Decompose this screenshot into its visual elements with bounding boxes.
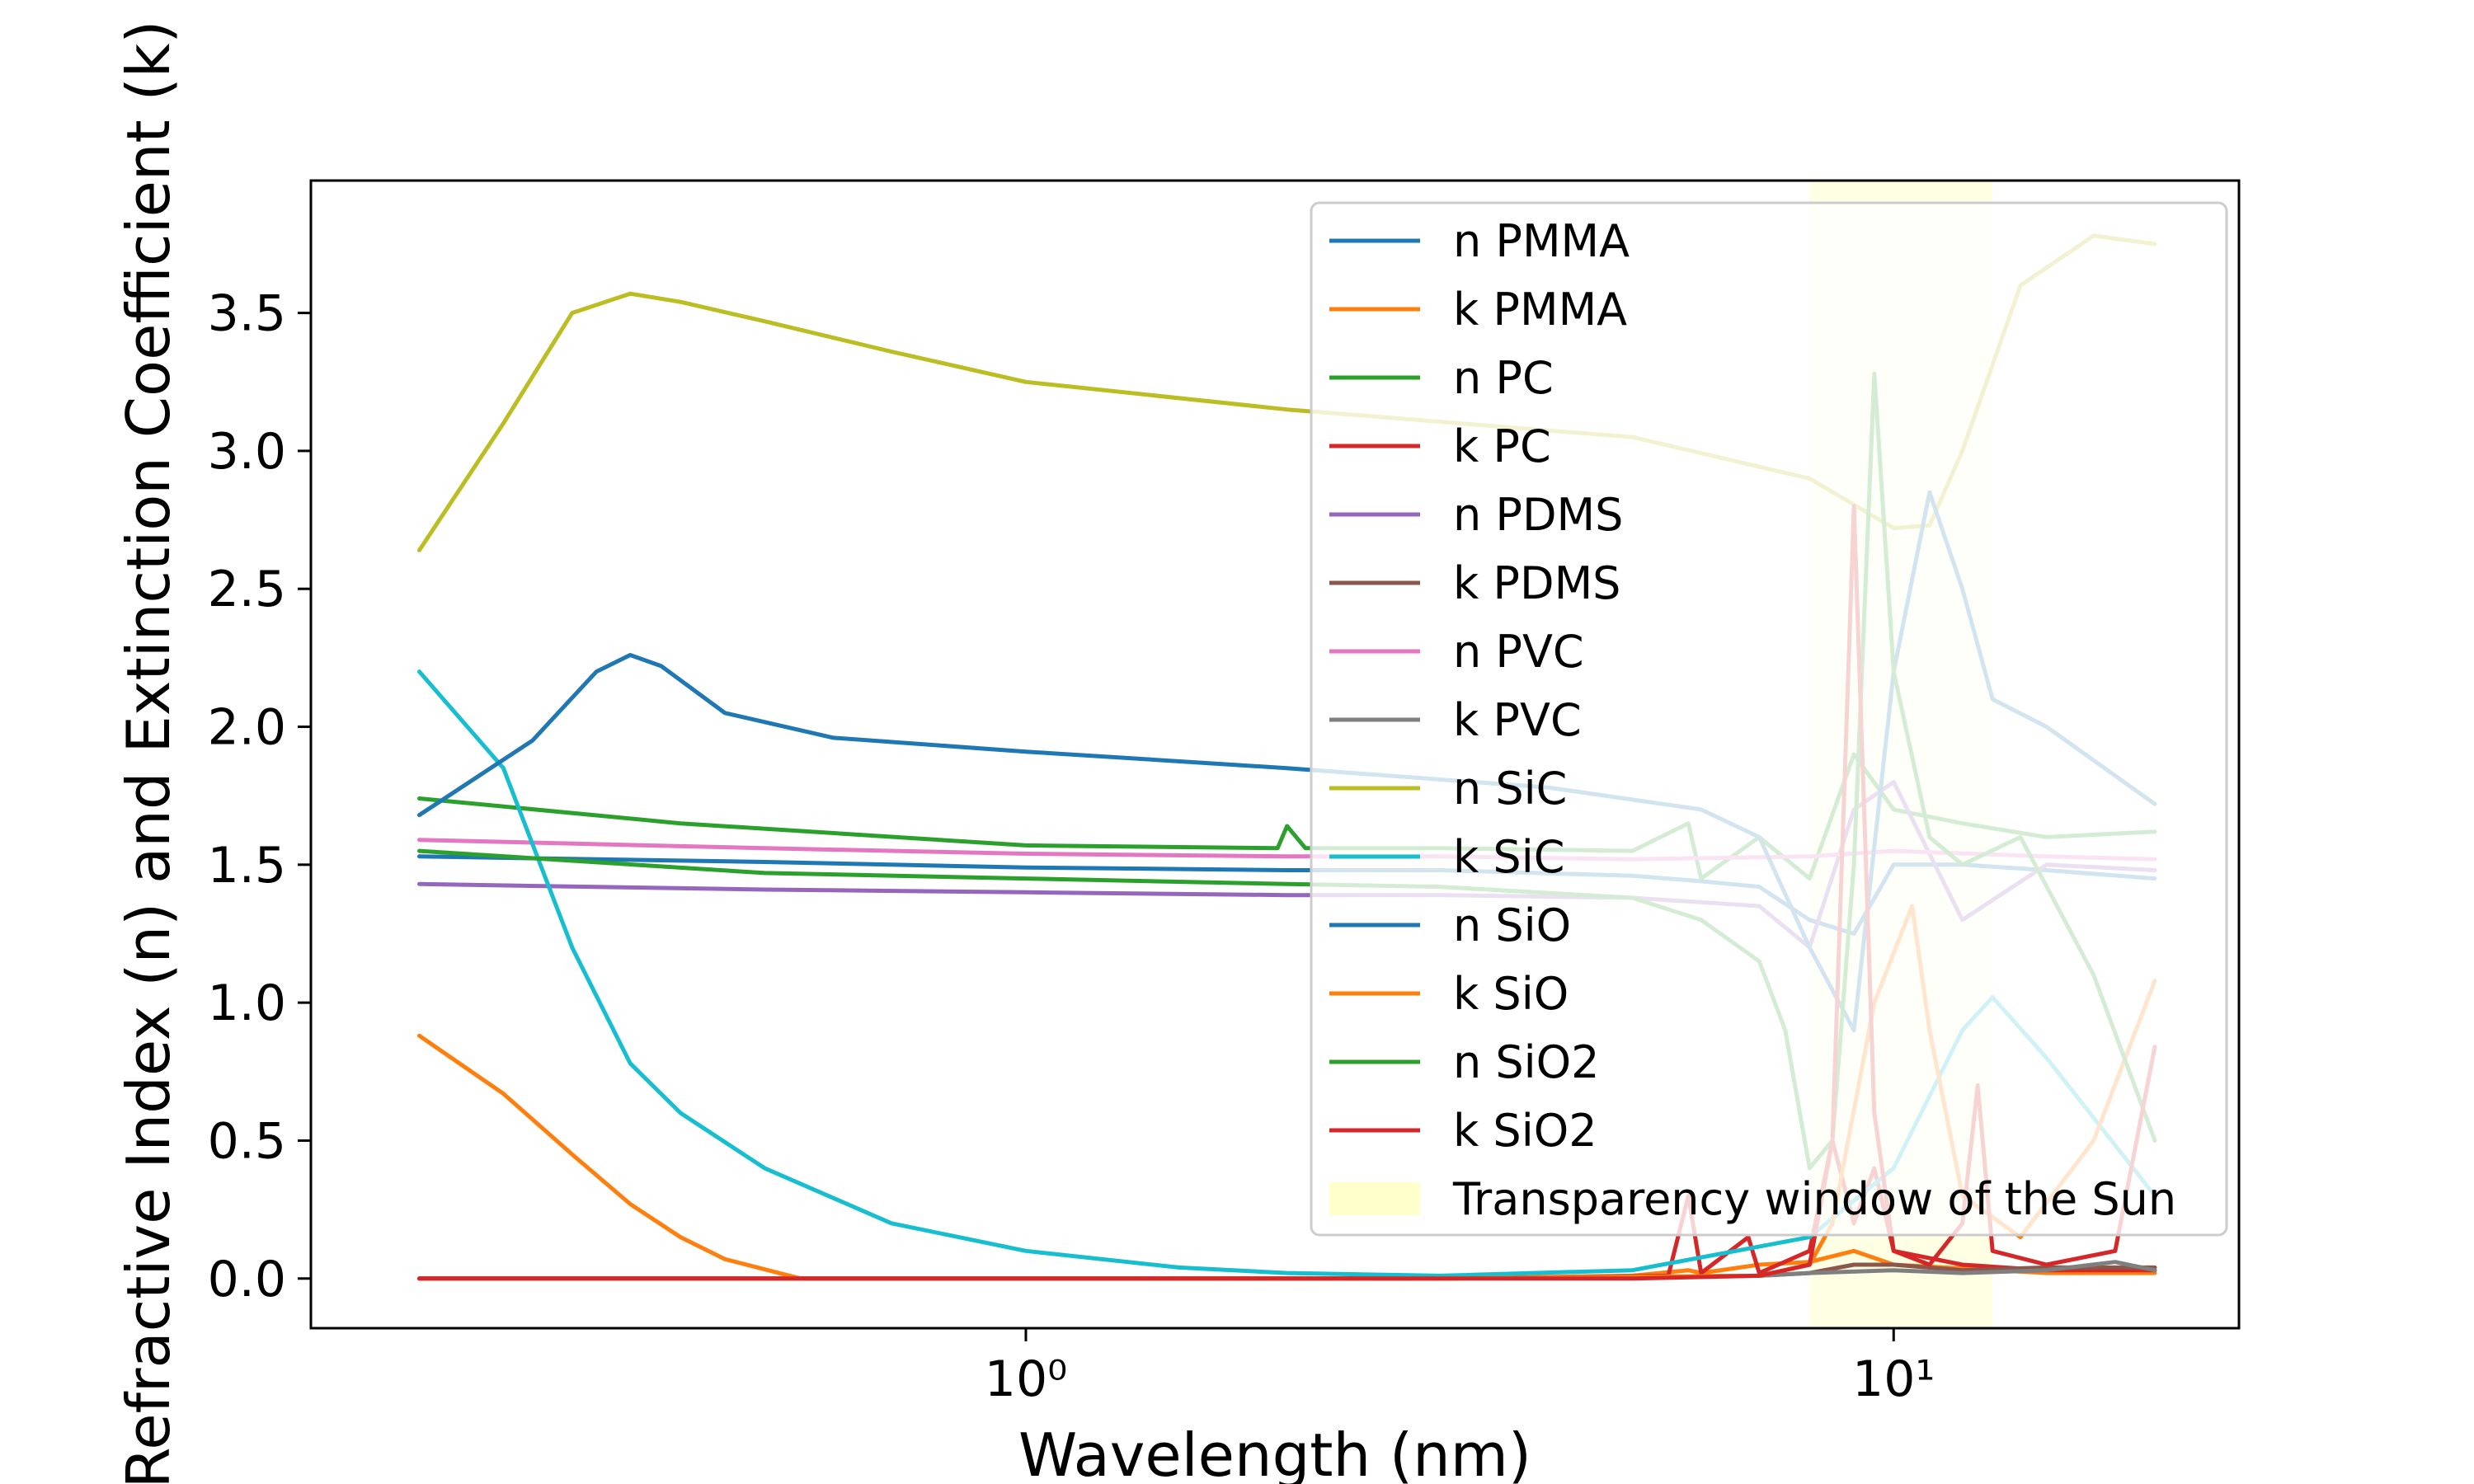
legend-label: n SiO2: [1453, 1036, 1600, 1088]
legend-label: n SiC: [1453, 763, 1567, 815]
legend-label: k PC: [1453, 420, 1551, 472]
y-tick-label: 3.0: [208, 423, 286, 481]
legend-label: n PC: [1453, 352, 1554, 404]
legend-box: [1310, 201, 2228, 1237]
x-tick-label: 10¹: [1852, 1350, 1935, 1408]
x-tick-label: 10⁰: [985, 1350, 1067, 1408]
y-tick-label: 2.0: [208, 699, 286, 757]
y-axis-label: Refractive Index (n) and Extinction Coef…: [114, 20, 183, 1484]
legend-label: k PVC: [1453, 694, 1582, 746]
y-tick-label: 1.5: [208, 837, 286, 895]
legend-label: n SiO: [1453, 899, 1571, 951]
plot-frame: [309, 179, 2241, 1330]
y-tick-label: 0.0: [208, 1251, 286, 1308]
legend: n PMMA k PMMA n PC k PC n PDMS k PDMS n PVC k P…: [1310, 201, 2228, 1237]
legend-label: k PDMS: [1453, 557, 1620, 609]
legend-label: k PMMA: [1453, 284, 1627, 336]
legend-label: Transparency window of the Sun: [1452, 1173, 2176, 1225]
legend-label: k SiO2: [1453, 1105, 1597, 1157]
y-tick-label: 2.5: [208, 561, 286, 618]
legend-label: n PVC: [1453, 626, 1584, 678]
y-tick-label: 1.0: [208, 974, 286, 1032]
legend-label: n PMMA: [1453, 215, 1630, 267]
y-tick-label: 0.5: [208, 1112, 286, 1170]
legend-label: k SiC: [1453, 831, 1564, 883]
x-axis-label: Wavelength (nm): [1018, 1421, 1531, 1484]
y-tick-label: 3.5: [208, 285, 286, 343]
legend-label: n PDMS: [1453, 489, 1623, 541]
legend-label: k SiO: [1453, 968, 1569, 1020]
legend-swatch: [1329, 1182, 1420, 1215]
